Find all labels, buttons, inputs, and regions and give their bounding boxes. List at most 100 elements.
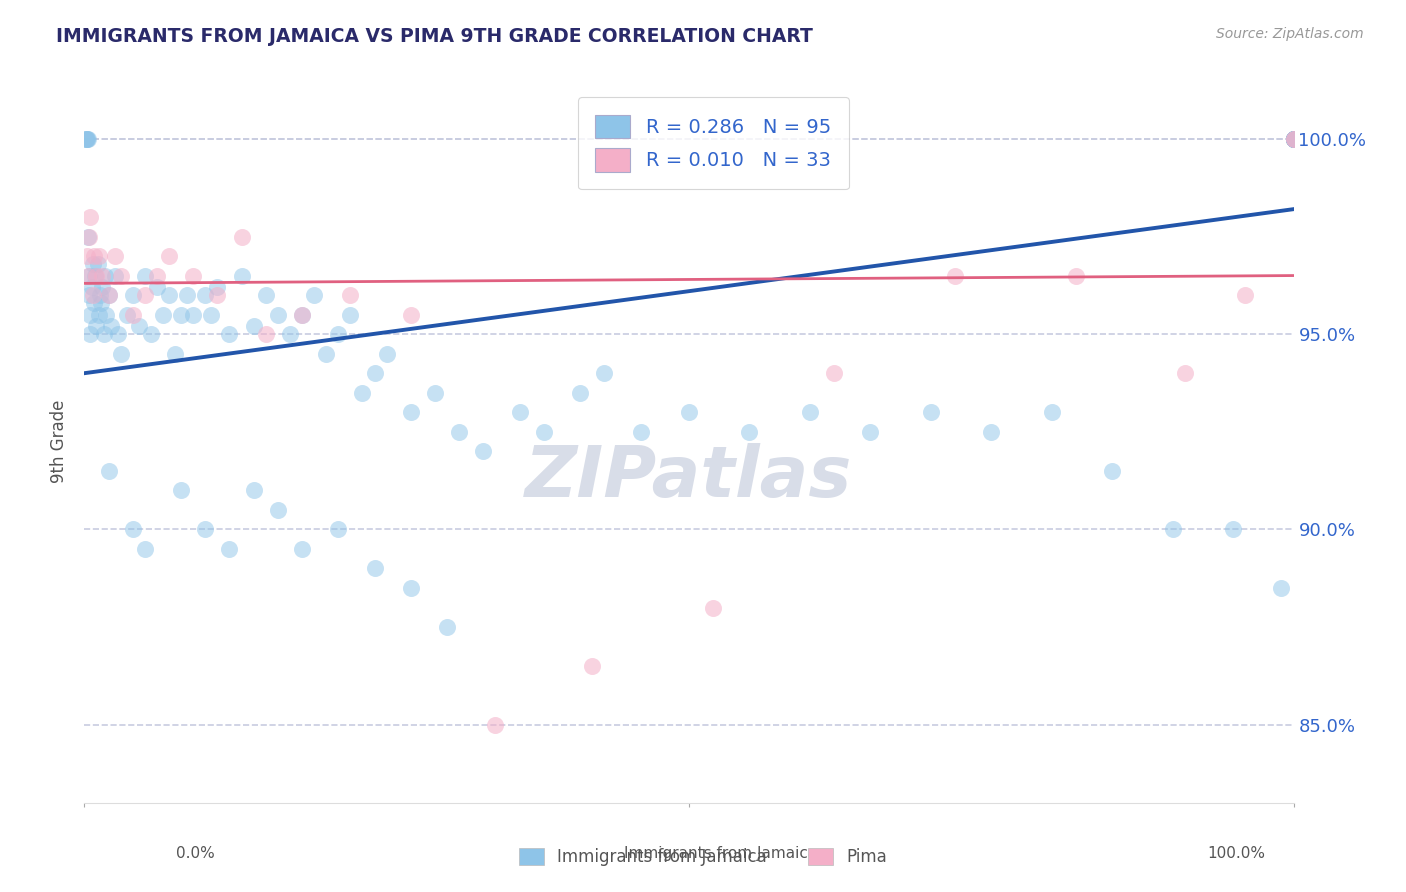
Point xyxy=(94,308,117,322)
Point xyxy=(1282,132,1305,146)
Point xyxy=(218,541,240,556)
Point xyxy=(76,132,98,146)
Point xyxy=(107,327,129,342)
Point xyxy=(1282,132,1305,146)
Point xyxy=(375,346,398,360)
Point xyxy=(363,561,385,575)
Point xyxy=(1282,132,1305,146)
Point xyxy=(194,523,217,537)
Point xyxy=(328,327,350,342)
Point xyxy=(980,425,1002,439)
Point xyxy=(146,268,169,283)
Point xyxy=(291,541,314,556)
Point xyxy=(134,268,156,283)
Point xyxy=(194,288,217,302)
Point xyxy=(75,132,97,146)
Point xyxy=(1282,132,1305,146)
Point xyxy=(254,327,277,342)
Point xyxy=(920,405,942,419)
Point xyxy=(100,319,122,334)
Point xyxy=(83,296,105,310)
Point xyxy=(84,268,107,283)
Point xyxy=(1282,132,1305,146)
Point xyxy=(484,717,506,731)
Point xyxy=(352,385,374,400)
Point xyxy=(569,385,592,400)
Text: Source: ZipAtlas.com: Source: ZipAtlas.com xyxy=(1216,27,1364,41)
Point xyxy=(1282,132,1305,146)
Point xyxy=(77,268,100,283)
Point xyxy=(1234,288,1257,302)
Point xyxy=(1282,132,1305,146)
Point xyxy=(1270,581,1292,595)
Point xyxy=(181,308,204,322)
Point xyxy=(76,132,98,146)
Point xyxy=(423,385,446,400)
Point xyxy=(943,268,966,283)
Point xyxy=(267,503,290,517)
Point xyxy=(79,210,101,224)
Point xyxy=(77,268,100,283)
Point xyxy=(89,288,111,302)
Point xyxy=(170,483,193,498)
Point xyxy=(82,257,104,271)
Point xyxy=(1222,523,1244,537)
Point xyxy=(146,280,169,294)
Point xyxy=(1282,132,1305,146)
Point xyxy=(86,268,108,283)
Point xyxy=(86,257,108,271)
Point xyxy=(207,288,229,302)
Point xyxy=(1282,132,1305,146)
Point xyxy=(399,581,422,595)
Point xyxy=(449,425,471,439)
Point xyxy=(328,523,350,537)
Point xyxy=(128,319,150,334)
Point xyxy=(267,308,290,322)
Point xyxy=(302,288,325,302)
Point xyxy=(97,464,120,478)
Point xyxy=(181,268,204,283)
Point xyxy=(86,319,108,334)
Point xyxy=(436,620,458,634)
Point xyxy=(315,346,337,360)
Point xyxy=(399,405,422,419)
Legend: Immigrants from Jamaica, Pima: Immigrants from Jamaica, Pima xyxy=(510,840,896,875)
Point xyxy=(91,280,114,294)
Point xyxy=(1282,132,1305,146)
Point xyxy=(1282,132,1305,146)
Point xyxy=(1282,132,1305,146)
Point xyxy=(399,308,422,322)
Point xyxy=(472,444,495,458)
Point xyxy=(134,288,156,302)
Point xyxy=(165,346,187,360)
Point xyxy=(93,327,115,342)
Point xyxy=(139,327,162,342)
Point xyxy=(231,268,253,283)
Point xyxy=(94,268,117,283)
Point xyxy=(581,659,603,673)
Point xyxy=(97,288,120,302)
Point xyxy=(176,288,198,302)
Point xyxy=(77,229,100,244)
Point xyxy=(1282,132,1305,146)
Text: 100.0%: 100.0% xyxy=(1208,846,1265,861)
Point xyxy=(1282,132,1305,146)
Point xyxy=(1282,132,1305,146)
Point xyxy=(1064,268,1087,283)
Text: Immigrants from Jamaica: Immigrants from Jamaica xyxy=(624,846,817,861)
Text: IMMIGRANTS FROM JAMAICA VS PIMA 9TH GRADE CORRELATION CHART: IMMIGRANTS FROM JAMAICA VS PIMA 9TH GRAD… xyxy=(56,27,813,45)
Point xyxy=(738,425,761,439)
Point xyxy=(121,308,143,322)
Legend: R = 0.286   N = 95, R = 0.010   N = 33: R = 0.286 N = 95, R = 0.010 N = 33 xyxy=(578,97,849,189)
Point xyxy=(90,296,112,310)
Y-axis label: 9th Grade: 9th Grade xyxy=(49,400,67,483)
Point xyxy=(1282,132,1305,146)
Point xyxy=(291,308,314,322)
Point xyxy=(1040,405,1063,419)
Point xyxy=(363,366,385,380)
Point xyxy=(152,308,174,322)
Point xyxy=(231,229,253,244)
Point xyxy=(200,308,222,322)
Point xyxy=(80,280,103,294)
Point xyxy=(79,327,101,342)
